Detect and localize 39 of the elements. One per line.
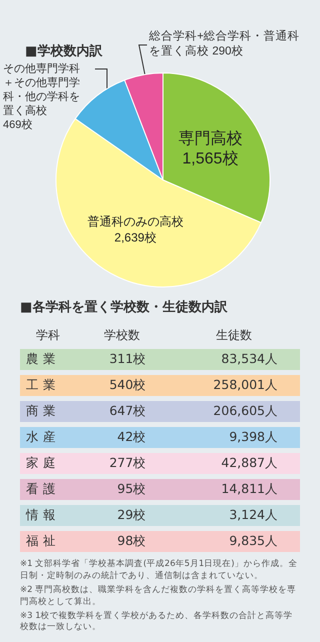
data-label: 98校 [76, 531, 168, 552]
text: ■学校数内訳 [25, 43, 104, 59]
category-label: 農 業 [20, 349, 76, 370]
category-label: 看 護 [20, 479, 76, 500]
data-label: 42校 [76, 427, 168, 448]
category-label: 情 報 [20, 505, 76, 526]
text: 学科 [35, 327, 61, 344]
data-label: 83,534人 [168, 349, 300, 370]
category-label: 工 業 [20, 375, 76, 396]
series-label: 生徒数 [215, 327, 254, 344]
data-label: 42,887人 [168, 453, 300, 474]
data-label: 9,835人 [168, 531, 300, 552]
text: ※2 専門高校数は、職業学科を含んだ複数の学科を置く高等学校を専門高校として算出。 [20, 584, 298, 609]
category-label: 福 祉 [20, 531, 76, 552]
text: ■各学科を置く学校数・生徒数内訳 [20, 299, 228, 316]
category-label: 商 業 [20, 401, 76, 422]
data-label: 540校 [76, 375, 168, 396]
data-label: 9,398人 [168, 427, 300, 448]
slice-label: 専門高校 [178, 130, 242, 148]
data-label: 206,605人 [168, 401, 300, 422]
data-label: 95校 [76, 479, 168, 500]
data-label: 469校 [3, 118, 32, 131]
data-label: 311校 [76, 349, 168, 370]
series-label: 学校数 [103, 327, 142, 344]
data-label: 29校 [76, 505, 168, 526]
text: ※3 1校で複数学科を置く学校があるため、各学科数の合計と高等学校数は一致しない。 [20, 610, 294, 634]
data-label: 1,565校 [182, 150, 238, 168]
data-label: 14,811人 [168, 479, 300, 500]
data-label: 647校 [76, 401, 168, 422]
slice-label: その他専門学科＋その他専門学科・他の学科を置く高校 [3, 62, 80, 117]
data-label: 3,124人 [168, 505, 300, 526]
slice-label: 普通科のみの高校 [87, 214, 184, 228]
data-label: 2,639校 [114, 230, 156, 244]
category-label: 水 産 [20, 427, 76, 448]
slice-label: 総合学科+総合学科・普通科を置く高校 290校 [148, 28, 300, 58]
data-label: 258,001人 [168, 375, 300, 396]
category-label: 家 庭 [20, 453, 76, 474]
text: ※1 文部科学省「学校基本調査(平成26年5月1日現在)」から作成。全日制・定時制のみの統計であり、通信制は含まれていない。 [20, 559, 298, 583]
data-label: 277校 [76, 453, 168, 474]
